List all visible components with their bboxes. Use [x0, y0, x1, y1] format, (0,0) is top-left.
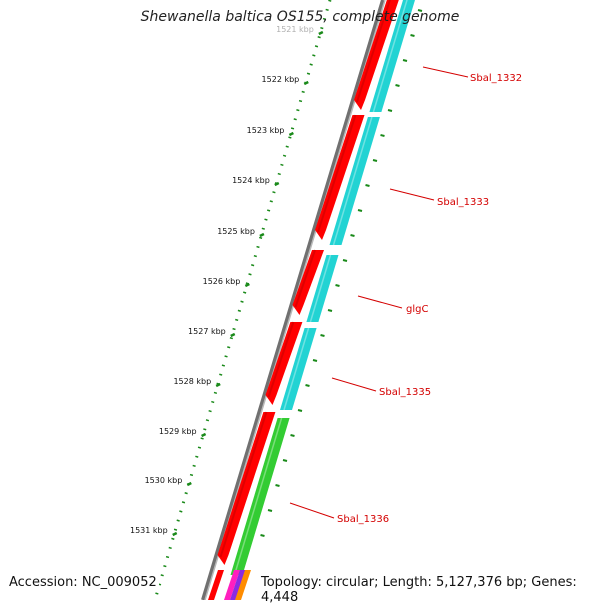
- outer-tick: [282, 459, 288, 462]
- gene-shading: [317, 114, 357, 233]
- tick-label: 1526 kbp: [203, 277, 241, 286]
- reverse-track-segment: [280, 328, 317, 410]
- outer-tick: [410, 34, 415, 37]
- outer-tick: [365, 184, 370, 187]
- tick-labels: 1521 kbp 1522 kbp 1523 kbp 1524 kbp 1525 kbp…: [130, 25, 314, 535]
- outer-tick: [387, 109, 393, 112]
- tick-mark: [259, 232, 265, 238]
- outer-tick: [372, 159, 378, 162]
- gene-label[interactable]: Sbal_1333: [437, 197, 489, 208]
- gene-leader-line: [289, 502, 335, 519]
- gene-shading: [294, 249, 316, 308]
- genome-backbone: [201, 0, 385, 600]
- reverse-track-segment: [369, 0, 415, 112]
- bottom-feature: [230, 570, 246, 600]
- outer-tick: [350, 234, 355, 237]
- outer-tick: [290, 434, 295, 437]
- forward-gene-arrow: [292, 250, 324, 315]
- forward-gene-arrow: [217, 412, 276, 565]
- gene-leader-line: [357, 295, 403, 309]
- tick-label: 1521 kbp: [276, 25, 314, 34]
- tick-label: 1531 kbp: [130, 526, 168, 535]
- accession-text: Accession: NC_009052: [9, 575, 159, 590]
- bottom-feature: [235, 570, 251, 600]
- tick-mark: [186, 481, 192, 487]
- forward-gene-arrow: [354, 0, 399, 110]
- tick-mark: [201, 432, 207, 438]
- forward-strand-track: [217, 0, 399, 565]
- tick-mark: [215, 382, 221, 388]
- tick-label: 1528 kbp: [173, 377, 211, 386]
- track-highlight: [372, 0, 408, 113]
- tick-mark: [244, 282, 250, 288]
- tick-label: 1529 kbp: [159, 427, 197, 436]
- tick-mark: [230, 332, 236, 338]
- tick-label: 1524 kbp: [232, 176, 270, 185]
- outer-tick: [305, 384, 310, 387]
- gene-label[interactable]: Sbal_1335: [379, 387, 431, 398]
- tick-mark: [318, 30, 324, 36]
- outer-tick: [320, 334, 325, 337]
- forward-gene-arrow: [265, 322, 303, 405]
- track-highlight: [309, 254, 332, 323]
- gene-leader-line: [331, 377, 377, 392]
- tick-label: 1527 kbp: [188, 327, 226, 336]
- gene-leader-line: [389, 188, 435, 201]
- forward-gene-arrow: [315, 115, 365, 240]
- outer-tick: [297, 409, 303, 412]
- outer-tick: [327, 309, 333, 312]
- track-highlight: [233, 417, 283, 576]
- tick-marks: [172, 30, 324, 537]
- bottom-feature: [208, 570, 224, 600]
- outer-tick: [267, 509, 273, 512]
- bottom-feature: [224, 570, 240, 600]
- map-title: Shewanella baltica OS155, complete genom…: [140, 9, 460, 25]
- outer-tick: [357, 209, 363, 212]
- tick-label: 1525 kbp: [217, 227, 255, 236]
- tick-label: 1530 kbp: [145, 476, 183, 485]
- outer-tick: [342, 259, 348, 262]
- genome-info-text: Topology: circular; Length: 5,127,376 bp…: [259, 575, 600, 605]
- outer-tick: [402, 59, 408, 62]
- tick-mark: [172, 531, 178, 537]
- tick-mark: [274, 181, 280, 187]
- outer-tick: [417, 9, 423, 12]
- reverse-track-segment: [230, 418, 290, 575]
- tick-label: 1523 kbp: [247, 126, 285, 135]
- track-highlight: [332, 116, 373, 246]
- outer-tick: [275, 484, 280, 487]
- outer-tick: [335, 284, 340, 287]
- outer-tick: [380, 134, 385, 137]
- reverse-track-segment: [306, 255, 339, 322]
- gene-shading: [219, 411, 268, 558]
- gene-shading: [267, 321, 295, 398]
- outer-tick: [260, 534, 265, 537]
- outer-tick: [312, 359, 318, 362]
- reverse-track-segment: [329, 117, 380, 245]
- tick-mark: [288, 131, 294, 137]
- track-highlight: [283, 327, 310, 411]
- reverse-strand-track: [230, 0, 415, 576]
- outer-tick: [395, 84, 400, 87]
- outer-tick-marks: [260, 9, 423, 537]
- gene-shading: [356, 0, 391, 103]
- tick-mark: [303, 80, 309, 86]
- gene-label[interactable]: glgC: [406, 304, 428, 315]
- tick-label: 1522 kbp: [262, 75, 300, 84]
- gene-leader-line: [422, 66, 469, 78]
- gene-labels: Sbal_1332 Sbal_1333 glgC Sbal_1335 Sbal_1336: [289, 66, 522, 525]
- gene-label[interactable]: Sbal_1332: [470, 73, 522, 84]
- bottom-features: [208, 570, 251, 600]
- gene-label[interactable]: Sbal_1336: [337, 514, 389, 525]
